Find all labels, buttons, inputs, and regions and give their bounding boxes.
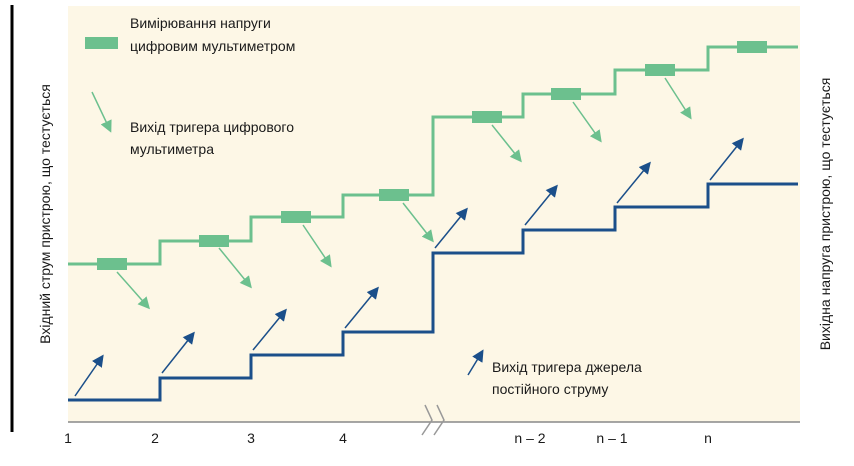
x-label: n	[704, 430, 712, 446]
legend-text: мультиметра	[130, 141, 214, 157]
legend-text: Вихід тригера цифрового	[130, 119, 294, 135]
legend-text: Вимірювання напруги	[130, 15, 271, 31]
axis-break	[421, 404, 445, 436]
x-label: 3	[247, 430, 255, 446]
x-label: 2	[151, 430, 159, 446]
x-labels: 1 2 3 4 n – 2 n – 1 n	[64, 430, 712, 446]
source-staircase	[68, 182, 798, 402]
source-trigger-arrows	[74, 137, 744, 397]
measurement-blocks	[85, 37, 767, 270]
legend-text: цифровим мультиметром	[130, 38, 295, 54]
right-axis-label: Вихідна напруга пристрою, що тестується	[817, 78, 833, 351]
plot-area	[68, 6, 800, 422]
legend-text: постійного струму	[492, 381, 608, 397]
left-axis-label: Вхідний струм пристрою, що тестується	[37, 84, 53, 344]
x-label: n – 1	[596, 430, 627, 446]
x-label: 1	[64, 430, 72, 446]
x-label: 4	[339, 430, 347, 446]
measure-trigger-arrows	[91, 77, 692, 310]
x-label: n – 2	[514, 430, 545, 446]
legend-text: Вихід тригера джерела	[492, 359, 642, 375]
